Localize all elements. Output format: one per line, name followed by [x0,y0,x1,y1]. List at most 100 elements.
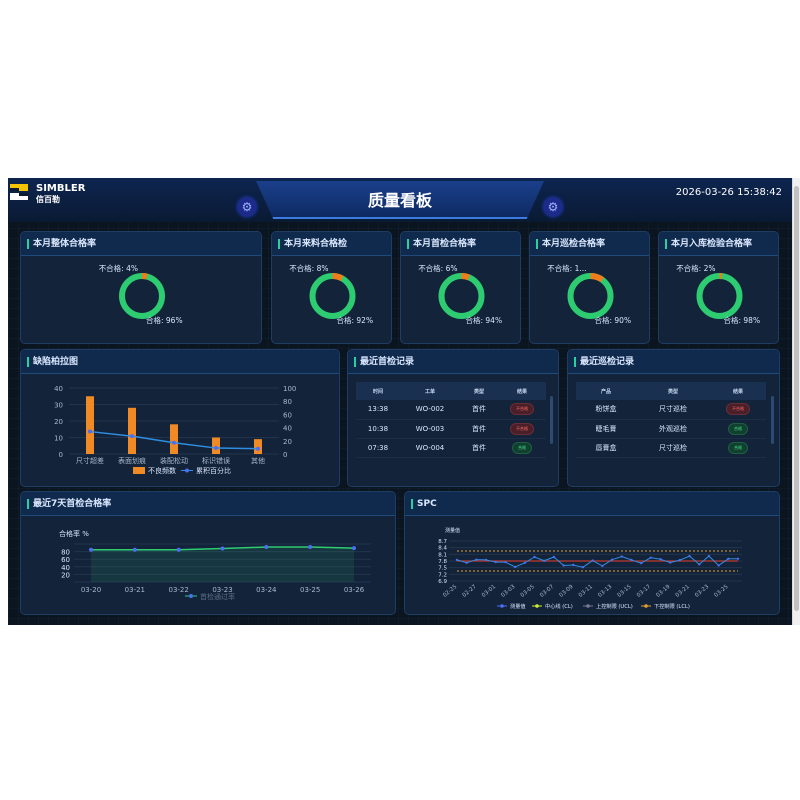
status-badge: 不合格 [510,403,534,416]
page-scrollbar[interactable] [792,178,800,625]
x-tick-label: 03-09 [558,584,574,599]
card-title: SPC [405,492,779,516]
card-title: 本月整体合格率 [21,232,261,256]
y2-tick-label: 100 [283,385,296,393]
status-badge: 合格 [728,422,748,435]
result-cell: 不合格 [498,419,546,439]
x-tick-label: 03-03 [500,584,516,599]
y2-tick-label: 40 [283,425,292,433]
table-cell: 外观巡检 [636,419,710,439]
cumulative-point [172,440,176,445]
cumulative-point [256,446,260,451]
donut-chart: 不合格: 6% 合格: 94% [418,263,502,325]
y-tick-label: 0 [59,451,63,459]
table-scrollbar[interactable] [550,396,553,444]
simbler-logo [10,184,28,200]
result-cell: 合格 [498,438,546,458]
cumulative-point [88,429,92,434]
table-row[interactable]: 粉饼盒 尺寸巡检 不合格 [576,400,766,420]
brand-name: SIMBLER [36,183,86,194]
x-tick-label: 尺寸超差 [76,456,104,465]
x-tick-label: 03-20 [81,586,101,594]
table-row[interactable]: 13:38 WO-002 首件 不合格 [356,400,546,420]
data-point [572,563,575,567]
legend-point [644,604,648,608]
data-point [601,564,604,568]
card-title: 本月首检合格率 [401,232,520,256]
data-point [649,556,652,559]
y2-tick-label: 20 [283,438,292,446]
column-header: 结果 [498,382,546,400]
fail-slice [696,273,743,319]
x-tick-label: 03-17 [636,584,652,599]
x-tick-label: 标识错误 [202,456,230,465]
x-tick-label: 03-24 [256,586,277,594]
y-tick-label: 7.2 [438,572,447,578]
patrol-table: 产品 类型 结果 粉饼盒 尺寸巡检 不合格 睫毛膏 外观巡检 合格 唇膏盒 尺寸巡检 合格 [576,382,766,458]
fail-slice [309,273,356,319]
data-point [562,564,565,567]
table-cell: 尺寸巡检 [636,438,710,458]
result-cell: 不合格 [498,400,546,420]
table-cell: 首件 [460,419,498,439]
pareto-chart: 0 10 20 30 40 0 20 40 60 80 100 尺寸超差 表面划痕 装配松动 标识错误 其他不… [54,385,296,475]
y-tick-label: 10 [54,435,63,443]
y-tick-label: 30 [54,402,63,410]
donut-chart: 不合格: 2% 合格: 98% [676,263,761,325]
kpi-card: 本月入库检验合格率 不合格: 2% 合格: 98% [658,231,779,344]
pass-slice [696,273,743,319]
y-axis-label: 合格率 % [59,529,89,538]
kpi-card: 本月整体合格率 不合格: 4% 合格: 96% [20,231,262,344]
pass-label: 合格: 90% [595,315,632,325]
table-row[interactable]: 睫毛膏 外观巡检 合格 [576,419,766,439]
data-point [552,555,556,559]
gear-icon[interactable]: ⚙ [238,198,256,216]
table-row[interactable]: 唇膏盒 尺寸巡检 合格 [576,438,766,458]
legend-point [500,604,504,608]
x-tick-label: 表面划痕 [118,456,146,465]
fail-slice [119,273,165,319]
legend-point [535,604,539,608]
pass-label: 合格: 98% [724,315,761,325]
table-scrollbar[interactable] [771,396,774,444]
x-tick-label: 03-26 [344,586,365,594]
bar [212,437,220,454]
gear-icon[interactable]: ⚙ [544,198,562,216]
table-header: 产品 类型 结果 [576,382,766,400]
table-header: 时间 工单 类型 结果 [356,382,546,400]
status-badge: 不合格 [510,422,534,435]
table-cell: WO-004 [400,438,460,458]
header: SIMBLER 信百勒 ⚙ 质量看板 ⚙ 2026-03-26 15:38:42 [8,178,792,222]
status-badge: 合格 [512,441,532,454]
donut-chart: 不合格: 1... 合格: 90% [547,263,632,325]
data-point [581,566,585,569]
data-point [678,558,682,562]
data-point [533,555,536,559]
x-tick-label: 03-15 [617,584,633,599]
column-header: 类型 [636,382,710,400]
table-row[interactable]: 10:38 WO-003 首件 不合格 [356,419,546,439]
x-tick-label: 03-23 [694,584,710,599]
data-point [523,561,527,564]
bar [254,439,262,454]
pass-label: 合格: 96% [146,315,183,325]
legend-label: 首检通过率 [200,592,235,601]
card-title: 本月来料合格检 [272,232,391,256]
cumulative-point [130,434,134,439]
title-banner: 质量看板 [256,181,544,219]
pass-slice [438,273,485,319]
y2-tick-label: 0 [283,451,287,459]
pareto-card: 缺陷柏拉图 0 10 20 30 40 0 20 40 60 80 100 尺寸超差 表面划痕 装配松动 标… [20,349,340,487]
legend-line-point [185,468,189,473]
data-point [504,560,507,564]
first-inspection-table: 时间 工单 类型 结果 13:38 WO-002 首件 不合格 10:38 WO-003 首件 不合格… [356,382,546,458]
y-tick-label: 6.9 [438,579,447,585]
y-tick-label: 7.5 [438,566,447,572]
y-tick-label: 20 [54,418,63,426]
table-row[interactable]: 07:38 WO-004 首件 合格 [356,438,546,458]
x-tick-label: 装配松动 [160,456,188,465]
x-tick-label: 02-27 [462,584,478,599]
data-point [591,559,594,562]
